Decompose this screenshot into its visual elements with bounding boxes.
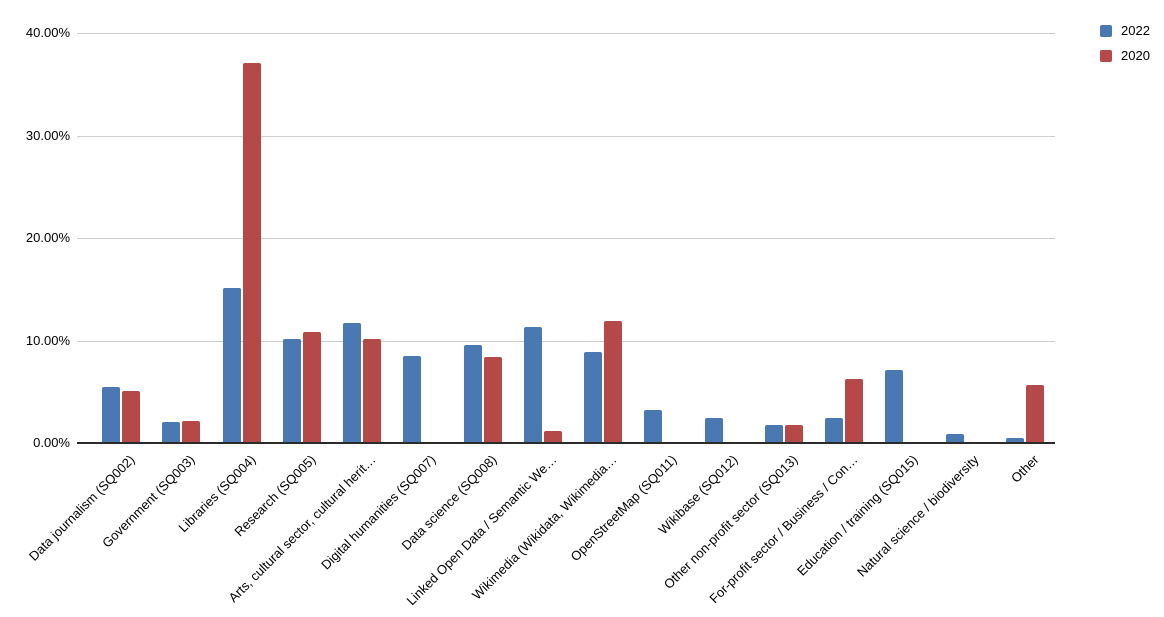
y-tick-label-40: 40.00% [25,25,70,40]
bar-2020 [302,332,321,442]
legend-swatch [1100,25,1112,37]
legend-label: 2020 [1121,48,1150,63]
bar-group [584,321,623,442]
legend-item-2020: 2020 [1100,49,1150,63]
bar-2020 [182,420,201,442]
bar-group [764,424,803,442]
bar-group [704,418,743,442]
bar-2020 [242,62,261,442]
bar-2022 [1005,437,1024,442]
bar-2020 [543,430,562,442]
bar-2020 [483,356,502,442]
gridline-40 [77,33,1055,34]
plot-area [77,33,1055,444]
bar-group [343,323,382,442]
chart-legend: 2022 2020 [1100,24,1150,63]
bar-group [162,420,201,442]
bar-2022 [282,338,301,442]
x-axis-line [77,442,1055,444]
legend-item-2022: 2022 [1100,24,1150,38]
bar-group [644,410,682,442]
bar-2022 [102,386,121,442]
bar-2020 [845,378,864,442]
legend-label: 2022 [1121,23,1150,38]
bar-2022 [644,410,663,442]
bar-group [222,62,261,442]
bar-group [102,386,141,442]
bar-group [463,344,502,442]
gridline-20 [77,238,1055,239]
y-tick-label-10: 10.00% [25,332,70,348]
y-tick-label-0: 0.00% [33,435,70,450]
bar-2022 [523,327,542,442]
bar-group [403,355,441,442]
bar-group [282,332,321,442]
bar-2020 [1025,384,1044,442]
bar-2022 [162,421,181,442]
bar-group [1005,384,1044,442]
y-tick-label-30: 30.00% [25,127,70,143]
gridline-30 [77,135,1055,137]
bar-2022 [403,355,422,442]
bar-group [523,327,562,442]
bar-2020 [363,338,382,442]
bar-2022 [343,323,362,442]
bar-2022 [764,424,783,442]
bar-2020 [604,321,623,442]
bar-2020 [784,424,803,442]
bar-group [825,378,864,442]
bar-2022 [222,288,241,442]
bar-2022 [945,433,964,442]
bar-2022 [825,418,844,442]
bar-2022 [885,370,904,442]
bar-2022 [704,418,723,442]
bar-group [885,370,923,442]
legend-swatch [1100,50,1112,62]
bar-group [945,433,984,442]
y-tick-label-20: 20.00% [25,230,70,245]
bar-2022 [584,351,603,442]
gridline-10 [77,340,1055,342]
bar-2020 [122,390,141,442]
bar-2022 [463,344,482,442]
